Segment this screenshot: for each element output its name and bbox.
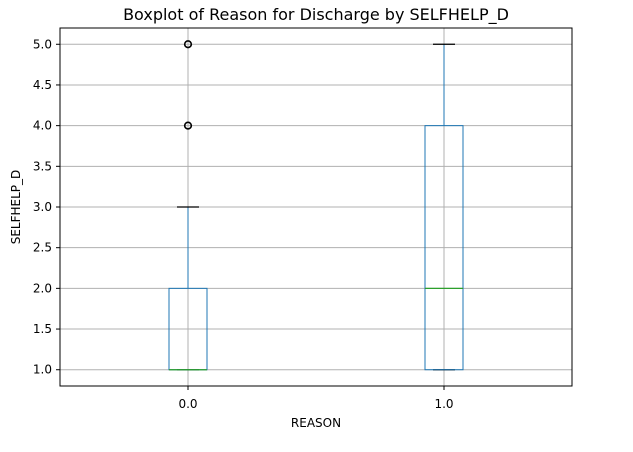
x-tick-label: 0.0 xyxy=(178,397,197,411)
outlier-point xyxy=(183,40,193,49)
box-1.0 xyxy=(424,43,464,371)
grid-lines xyxy=(60,28,572,386)
y-tick-label: 1.0 xyxy=(33,363,52,377)
y-axis-label: SELFHELP_D xyxy=(9,170,23,245)
y-tick-label: 1.5 xyxy=(33,322,52,336)
chart-title: Boxplot of Reason for Discharge by SELFH… xyxy=(123,5,509,25)
x-axis: 0.0 1.0 xyxy=(178,386,454,411)
box-0.0 xyxy=(168,40,208,371)
y-axis: 1.0 1.5 2.0 2.5 3.0 3.5 4.0 4.5 5.0 xyxy=(33,37,60,377)
y-tick-label: 2.0 xyxy=(33,281,52,295)
outlier-point xyxy=(183,121,193,130)
y-tick-label: 4.5 xyxy=(33,78,52,92)
y-tick-label: 2.5 xyxy=(33,241,52,255)
y-tick-label: 5.0 xyxy=(33,37,52,51)
x-axis-label: REASON xyxy=(291,416,341,430)
y-tick-label: 4.0 xyxy=(33,119,52,133)
box-group xyxy=(168,40,464,371)
box-iqr xyxy=(424,125,464,371)
y-tick-label: 3.0 xyxy=(33,200,52,214)
y-tick-label: 3.5 xyxy=(33,159,52,173)
x-tick-label: 1.0 xyxy=(434,397,453,411)
